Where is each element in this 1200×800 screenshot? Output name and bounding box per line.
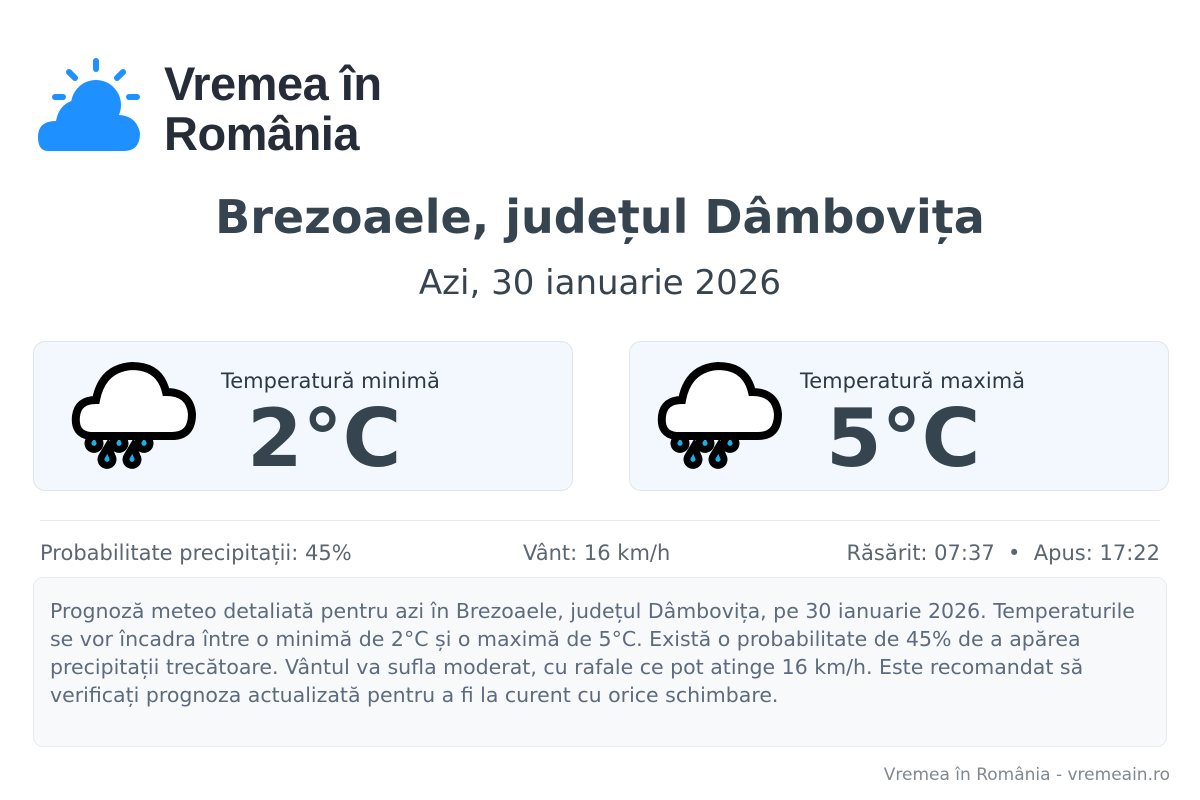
page-title: Brezoaele, județul Dâmbovița (215, 190, 985, 244)
rain-cloud-icon (657, 361, 783, 469)
precipitation-stat: Probabilitate precipitații: 45% (40, 541, 352, 565)
brand-name-line2: România (164, 107, 359, 160)
max-temp-card: Temperatură maximă 5°C (629, 341, 1169, 491)
max-temp-value: 5°C (826, 392, 981, 485)
wind-stat: Vânt: 16 km/h (523, 541, 671, 565)
sun-times-stat: Răsărit: 07:37 • Apus: 17:22 (846, 541, 1160, 565)
footer-credit: Vremea în România - vremeain.ro (883, 765, 1170, 785)
rain-cloud-icon (71, 361, 197, 469)
sun-cloud-icon (38, 58, 140, 151)
divider (40, 520, 1160, 521)
forecast-description: Prognoză meteo detaliată pentru azi în B… (33, 577, 1167, 747)
max-temp-label: Temperatură maximă (800, 369, 1026, 393)
brand-name-line1: Vremea în (164, 57, 382, 110)
min-temp-card: Temperatură minimă 2°C (33, 341, 573, 491)
page-date: Azi, 30 ianuarie 2026 (418, 263, 782, 303)
brand-name: Vremea în România (164, 59, 382, 159)
brand-logo: Vremea în România (36, 55, 382, 159)
min-temp-label: Temperatură minimă (221, 369, 440, 393)
min-temp-value: 2°C (247, 392, 402, 485)
